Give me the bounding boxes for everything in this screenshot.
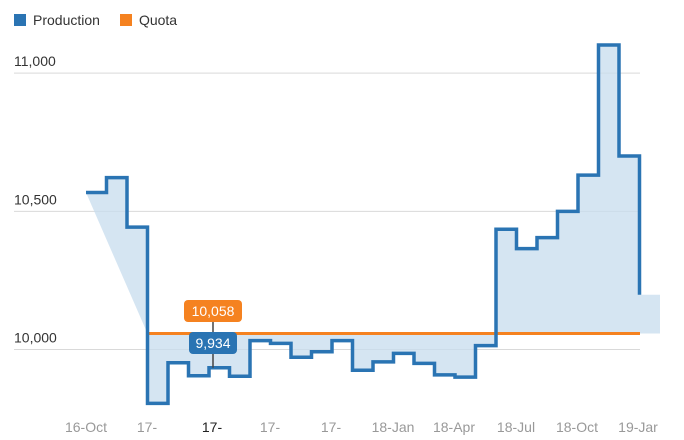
tooltip-quota-box	[184, 300, 242, 322]
legend-item-quota[interactable]: Quota	[119, 12, 178, 28]
legend-label-quota: Quota	[138, 12, 178, 28]
y-tick-label: 10,000	[14, 329, 57, 345]
x-tick-label: 17-	[202, 419, 223, 435]
production-swatch	[14, 14, 26, 26]
x-tick-label: 17-	[260, 419, 281, 435]
x-tick-label: 18-Jan	[372, 419, 415, 435]
x-tick-label: 19-Jar	[618, 419, 658, 435]
x-tick-label: 17-	[137, 419, 158, 435]
tooltip-production-box	[189, 332, 237, 354]
x-tick-label: 18-Oct	[556, 419, 598, 435]
legend: Production Quota	[14, 12, 177, 28]
production-area	[86, 44, 660, 404]
quota-swatch	[119, 14, 132, 26]
production-line	[86, 43, 642, 406]
tooltip-quota-label: 10,058	[192, 303, 235, 319]
tooltip-production-label: 9,934	[195, 335, 230, 351]
x-tick-label: 16-Oct	[65, 419, 107, 435]
legend-label-production: Production	[33, 12, 100, 28]
x-tick-label: 18-Apr	[433, 419, 475, 435]
y-tick-label: 11,000	[14, 53, 56, 69]
legend-item-production[interactable]: Production	[14, 12, 100, 28]
x-tick-label: 17-	[321, 419, 342, 435]
y-tick-label: 10,500	[14, 191, 57, 207]
x-tick-label: 18-Jul	[497, 419, 535, 435]
